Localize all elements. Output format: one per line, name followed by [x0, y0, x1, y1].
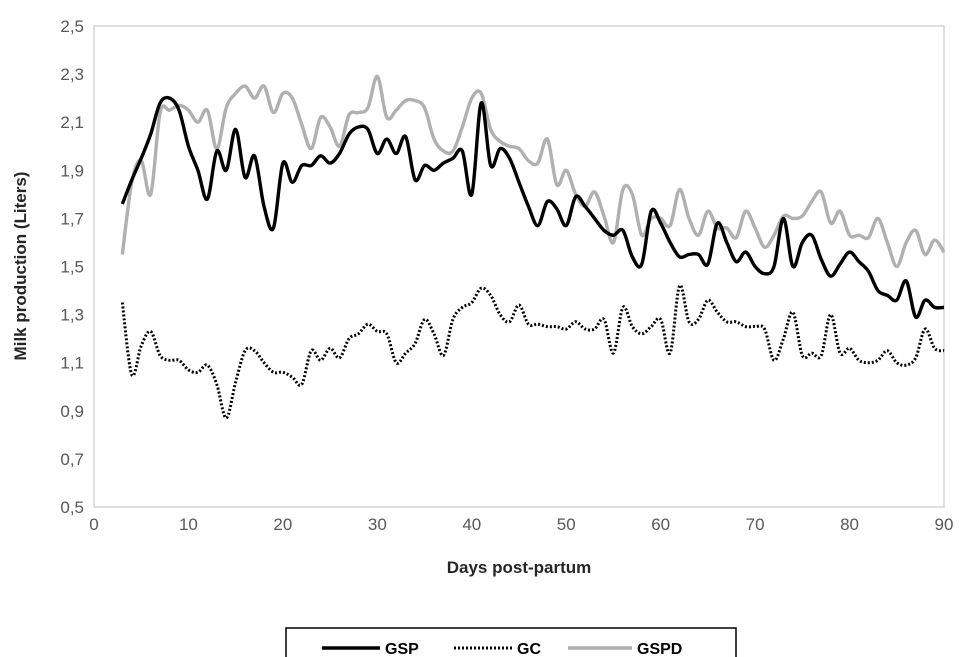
y-tick-label: 1,9 — [60, 161, 84, 180]
series-layer — [120, 74, 946, 420]
y-axis-title: Milk production (Liters) — [11, 172, 30, 361]
y-tick-label: 1,1 — [60, 354, 84, 373]
x-axis-tick-labels: 0 10 20 30 40 50 60 70 80 90 — [89, 515, 953, 534]
y-tick-label: 1,7 — [60, 209, 84, 228]
series-line-gc — [120, 284, 945, 420]
x-tick-label: 90 — [935, 515, 954, 534]
legend-label-gspd: GSPD — [637, 641, 682, 657]
x-tick-label: 70 — [746, 515, 765, 534]
x-tick-label: 30 — [368, 515, 387, 534]
y-tick-label: 1,5 — [60, 258, 84, 277]
y-tick-label: 2,3 — [60, 65, 84, 84]
x-tick-label: 10 — [179, 515, 198, 534]
x-axis-title: Days post-partum — [447, 558, 592, 577]
x-tick-label: 0 — [89, 515, 98, 534]
x-tick-label: 20 — [273, 515, 292, 534]
x-tick-label: 60 — [651, 515, 670, 534]
y-tick-label: 0,7 — [60, 450, 84, 469]
x-tick-label: 50 — [557, 515, 576, 534]
legend-label-gsp: GSP — [385, 641, 419, 657]
legend-box — [285, 627, 737, 657]
legend: GSP GC GSPD — [285, 627, 737, 657]
series-line-gspd — [120, 74, 946, 269]
legend-label-gc: GC — [517, 641, 541, 657]
y-tick-label: 0,5 — [60, 498, 84, 517]
x-tick-label: 40 — [462, 515, 481, 534]
plot-area — [93, 25, 946, 508]
y-tick-label: 0,9 — [60, 402, 84, 421]
y-tick-label: 2,5 — [60, 17, 84, 36]
plot-frame — [93, 25, 945, 508]
y-tick-label: 1,3 — [60, 306, 84, 325]
y-tick-label: 2,1 — [60, 113, 84, 132]
x-tick-label: 80 — [840, 515, 859, 534]
series-line-gsp — [120, 95, 945, 319]
y-axis-tick-labels: 0,5 0,7 0,9 1,1 1,3 1,5 1,7 1,9 2,1 2,3 2,5 — [60, 17, 84, 517]
